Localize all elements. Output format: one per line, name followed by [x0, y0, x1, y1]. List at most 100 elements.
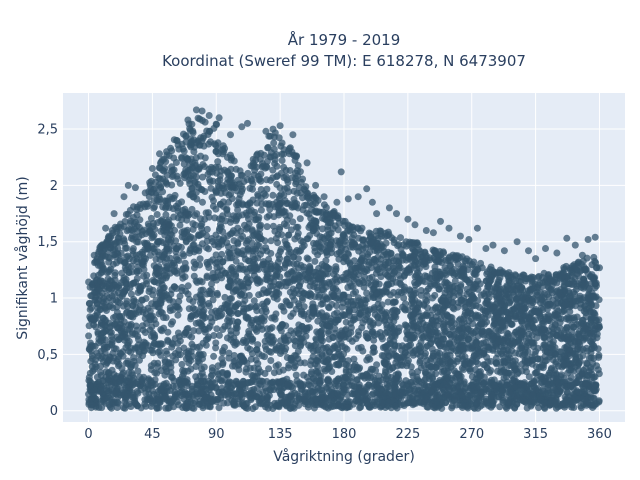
data-point — [309, 300, 317, 308]
data-point — [245, 291, 253, 299]
data-point — [199, 173, 207, 181]
data-point — [227, 336, 235, 344]
data-point — [498, 368, 506, 375]
data-point — [143, 277, 151, 285]
data-point — [369, 328, 377, 335]
data-point — [325, 364, 333, 372]
data-point — [260, 302, 268, 310]
data-point — [323, 312, 331, 320]
data-point — [404, 306, 412, 314]
data-point — [389, 364, 397, 371]
data-point — [369, 285, 377, 293]
data-point — [560, 352, 568, 360]
data-point — [431, 291, 439, 299]
data-point — [483, 364, 491, 372]
data-point — [390, 268, 398, 276]
data-point — [106, 266, 113, 274]
data-point — [295, 184, 303, 191]
data-point — [525, 330, 533, 338]
data-point — [200, 363, 208, 371]
data-point — [249, 155, 257, 163]
data-point — [159, 156, 166, 164]
data-point — [264, 144, 272, 152]
data-point — [201, 188, 209, 195]
data-point — [546, 340, 554, 348]
data-point — [544, 272, 552, 279]
data-point — [491, 269, 499, 276]
data-point — [427, 355, 435, 362]
data-point — [185, 359, 193, 367]
data-point — [187, 313, 195, 321]
data-point — [198, 322, 205, 330]
data-point — [521, 346, 529, 354]
data-point — [109, 229, 117, 237]
data-point — [514, 331, 522, 338]
data-point — [468, 260, 476, 268]
data-point — [590, 374, 598, 382]
data-point — [254, 318, 262, 326]
data-point — [219, 326, 227, 333]
data-point — [158, 281, 166, 289]
data-point — [338, 343, 346, 350]
data-point — [397, 275, 404, 283]
data-point — [166, 307, 174, 315]
data-point — [227, 327, 235, 335]
data-point — [196, 277, 204, 285]
data-point — [351, 264, 359, 272]
data-point — [226, 151, 234, 159]
data-point — [227, 215, 235, 223]
data-point — [160, 167, 168, 175]
data-point — [443, 311, 451, 319]
data-point — [578, 316, 586, 324]
data-point — [279, 366, 287, 374]
data-point — [230, 352, 238, 359]
data-point — [210, 332, 218, 339]
data-point — [340, 291, 348, 299]
data-point — [364, 295, 371, 303]
data-point — [204, 209, 212, 217]
data-point — [428, 374, 436, 381]
data-point — [315, 275, 323, 283]
data-point — [506, 299, 513, 307]
data-point — [296, 215, 304, 223]
data-point — [286, 212, 294, 220]
data-point — [575, 359, 583, 367]
data-point — [429, 328, 437, 336]
data-point — [159, 218, 167, 226]
data-point — [411, 273, 419, 281]
data-point — [419, 312, 427, 320]
data-point — [535, 272, 543, 280]
data-point — [434, 251, 442, 258]
data-point — [450, 305, 458, 313]
data-point — [522, 315, 530, 323]
data-point — [593, 362, 601, 370]
data-point — [364, 279, 372, 287]
data-point — [280, 163, 288, 171]
data-point — [452, 347, 460, 355]
data-point — [330, 310, 338, 318]
data-point — [261, 237, 269, 245]
data-point — [450, 367, 458, 375]
data-point — [369, 348, 377, 356]
data-point — [359, 319, 367, 327]
data-point — [176, 337, 184, 345]
data-point — [157, 340, 165, 348]
data-point — [162, 211, 170, 219]
data-point — [190, 235, 198, 243]
data-point — [193, 343, 201, 351]
data-point — [320, 201, 328, 209]
data-point — [585, 354, 593, 362]
data-point — [190, 272, 198, 280]
data-point — [216, 176, 224, 184]
data-point — [265, 365, 273, 373]
data-point — [181, 205, 189, 213]
data-point — [515, 282, 523, 290]
data-point — [433, 353, 441, 361]
data-point — [130, 297, 138, 305]
data-point — [435, 285, 443, 293]
data-points — [85, 106, 603, 412]
data-point — [257, 186, 265, 193]
data-point — [190, 327, 198, 335]
data-point — [377, 314, 385, 322]
data-point — [375, 246, 383, 254]
